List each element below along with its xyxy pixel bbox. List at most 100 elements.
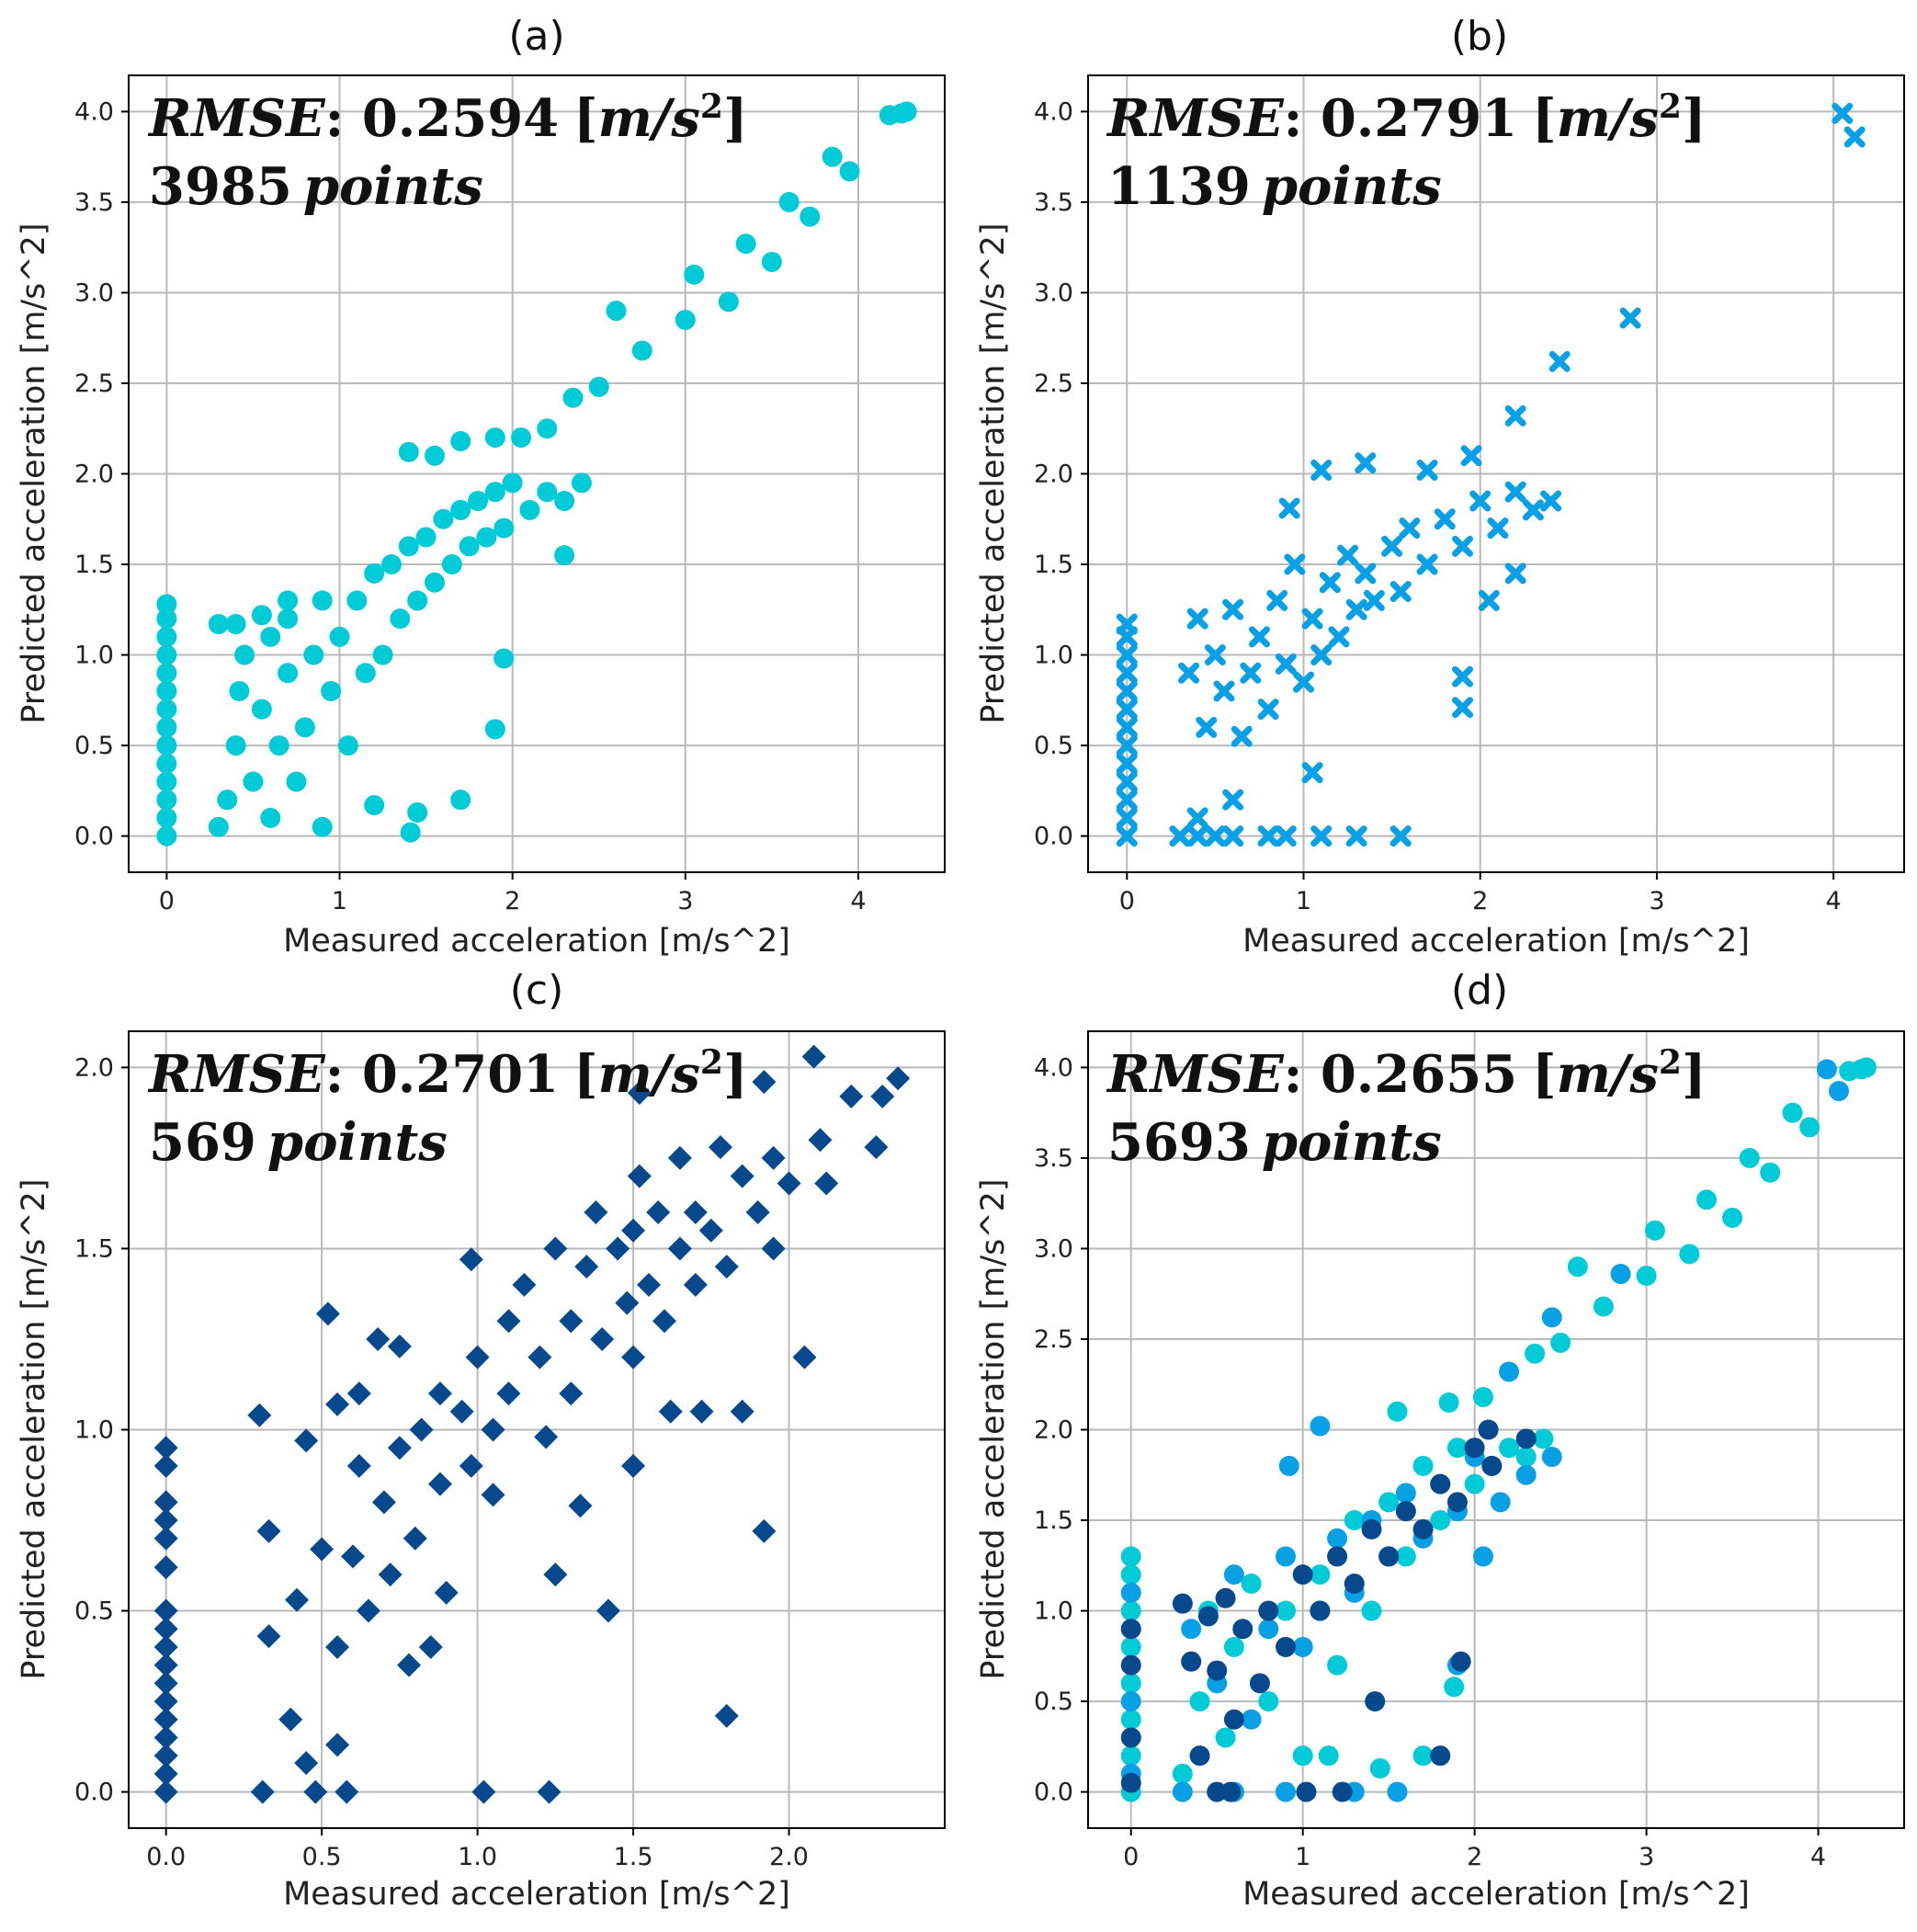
- data-point-b-lightblue-22: [1178, 662, 1200, 684]
- data-point-a-cyan-65: [511, 427, 532, 449]
- data-point-c-navy-4: [153, 1707, 178, 1732]
- data-point-d-navy-21: [1395, 1501, 1416, 1522]
- data-point-d-cyan-17: [1310, 1564, 1331, 1585]
- data-point-d-navy-18: [1344, 1573, 1365, 1594]
- data-point-b-lightblue-63: [1451, 697, 1473, 719]
- data-point-b-lightblue-38: [1319, 572, 1341, 594]
- grid-c: [129, 1031, 945, 1828]
- data-point-d-lightblue-30: [1828, 1081, 1849, 1102]
- data-point-c-navy-17: [250, 1779, 275, 1804]
- data-point-a-cyan-18: [234, 644, 255, 665]
- y-tick-label-c-4: 2.0: [74, 1053, 114, 1082]
- y-tick-label-b-2: 1.0: [1034, 642, 1073, 670]
- x-tick-label-b-1: 1: [1296, 887, 1311, 915]
- data-point-a-cyan-14: [208, 816, 229, 837]
- data-point-b-lightblue-5: [1116, 734, 1138, 756]
- data-point-d-navy-30: [1296, 1781, 1317, 1802]
- data-point-c-navy-11: [153, 1555, 178, 1580]
- data-point-d-navy-13: [1258, 1600, 1279, 1621]
- data-point-a-cyan-1: [156, 807, 177, 828]
- data-point-b-lightblue-25: [1204, 644, 1226, 666]
- y-tick-label-b-3: 1.5: [1034, 551, 1073, 579]
- data-point-c-navy-97: [808, 1128, 833, 1153]
- data-point-a-cyan-86: [839, 161, 860, 182]
- rmse-annotation-c: RMSE: 0.2701 [m/s2]: [147, 1043, 747, 1105]
- rmse-unit-close-d: ]: [1682, 1044, 1707, 1105]
- data-point-b-lightblue-29: [1240, 662, 1262, 684]
- data-point-c-navy-73: [621, 1345, 646, 1369]
- data-point-a-cyan-27: [294, 717, 315, 738]
- point-count-d: 5693: [1107, 1112, 1251, 1173]
- point-count-word-b: points: [1262, 156, 1442, 217]
- data-point-b-lightblue-49: [1451, 535, 1473, 557]
- data-point-a-cyan-34: [346, 590, 368, 611]
- data-point-c-navy-42: [387, 1334, 412, 1358]
- y-tick-label-d-0: 0.0: [1034, 1779, 1073, 1807]
- data-point-b-lightblue-60: [1504, 404, 1526, 426]
- data-point-a-cyan-54: [537, 482, 558, 503]
- data-point-b-lightblue-36: [1301, 608, 1323, 630]
- rmse-unit-open-a: [: [573, 88, 598, 149]
- data-point-b-lightblue-68: [1222, 789, 1244, 811]
- y-tick-label-d-6: 3.0: [1034, 1234, 1073, 1263]
- data-point-d-cyan-13: [1241, 1573, 1262, 1594]
- y-tick-label-d-4: 2.0: [1034, 1416, 1073, 1445]
- data-point-d-lightblue-10: [1292, 1636, 1313, 1657]
- data-point-a-cyan-40: [398, 536, 419, 557]
- data-point-a-cyan-9: [156, 663, 177, 684]
- data-point-c-navy-19: [335, 1779, 359, 1804]
- data-point-c-navy-28: [294, 1751, 319, 1776]
- rmse-unit-open-b: [: [1532, 88, 1557, 149]
- data-point-a-cyan-51: [493, 517, 515, 539]
- data-point-d-cyan-43: [1644, 1220, 1665, 1241]
- data-point-b-lightblue-47: [1416, 553, 1438, 575]
- data-point-c-navy-32: [325, 1733, 350, 1757]
- data-point-a-cyan-67: [364, 795, 385, 816]
- data-point-c-navy-96: [792, 1345, 817, 1369]
- data-point-d-lightblue-6: [1223, 1564, 1244, 1585]
- data-point-d-lightblue-27: [1541, 1307, 1562, 1328]
- data-point-a-cyan-11: [156, 626, 177, 647]
- data-point-a-cyan-81: [735, 233, 756, 255]
- points-annotation-d: 5693 points: [1107, 1112, 1442, 1173]
- data-point-d-lightblue-23: [1541, 1447, 1562, 1468]
- data-point-d-cyan-42: [1636, 1266, 1657, 1287]
- data-point-c-navy-60: [534, 1425, 559, 1449]
- data-point-a-cyan-69: [450, 790, 471, 811]
- data-point-c-navy-1: [153, 1761, 178, 1786]
- data-point-d-navy-32: [1365, 1691, 1386, 1712]
- data-point-a-cyan-23: [268, 735, 289, 756]
- data-point-c-navy-24: [256, 1624, 281, 1649]
- data-point-d-navy-23: [1430, 1473, 1451, 1494]
- data-point-b-lightblue-56: [1310, 460, 1333, 482]
- data-point-b-lightblue-44: [1381, 535, 1403, 557]
- data-point-b-lightblue-33: [1275, 653, 1297, 675]
- data-point-d-navy-0: [1120, 1772, 1141, 1793]
- data-point-c-navy-61: [543, 1236, 568, 1261]
- data-point-d-navy-10: [1223, 1709, 1244, 1730]
- data-point-a-cyan-73: [554, 545, 575, 566]
- data-point-c-navy-25: [278, 1707, 303, 1732]
- data-point-d-cyan-35: [1412, 1745, 1434, 1767]
- data-point-d-lightblue-4: [1181, 1619, 1202, 1640]
- data-point-b-lightblue-62: [1619, 307, 1641, 329]
- data-point-c-navy-30: [315, 1301, 340, 1326]
- points-annotation-b: 1139 points: [1107, 156, 1442, 217]
- data-point-d-cyan-1: [1120, 1745, 1141, 1767]
- data-point-a-cyan-42: [415, 527, 437, 548]
- data-point-c-navy-10: [153, 1598, 178, 1623]
- data-point-b-lightblue-57: [1355, 452, 1377, 474]
- y-tick-label-c-0: 0.0: [74, 1779, 114, 1807]
- data-point-d-cyan-41: [1593, 1296, 1614, 1317]
- data-point-a-cyan-52: [502, 472, 523, 494]
- data-point-a-cyan-79: [684, 264, 705, 285]
- data-point-d-cyan-22: [1395, 1546, 1416, 1567]
- data-point-c-navy-86: [708, 1135, 732, 1160]
- data-point-a-cyan-50: [484, 482, 505, 503]
- data-point-c-navy-46: [418, 1634, 443, 1659]
- data-point-d-cyan-26: [1464, 1473, 1485, 1494]
- data-point-a-cyan-8: [156, 680, 177, 701]
- data-point-d-navy-20: [1378, 1546, 1400, 1567]
- data-point-c-navy-89: [730, 1399, 754, 1424]
- data-point-c-navy-51: [459, 1453, 483, 1478]
